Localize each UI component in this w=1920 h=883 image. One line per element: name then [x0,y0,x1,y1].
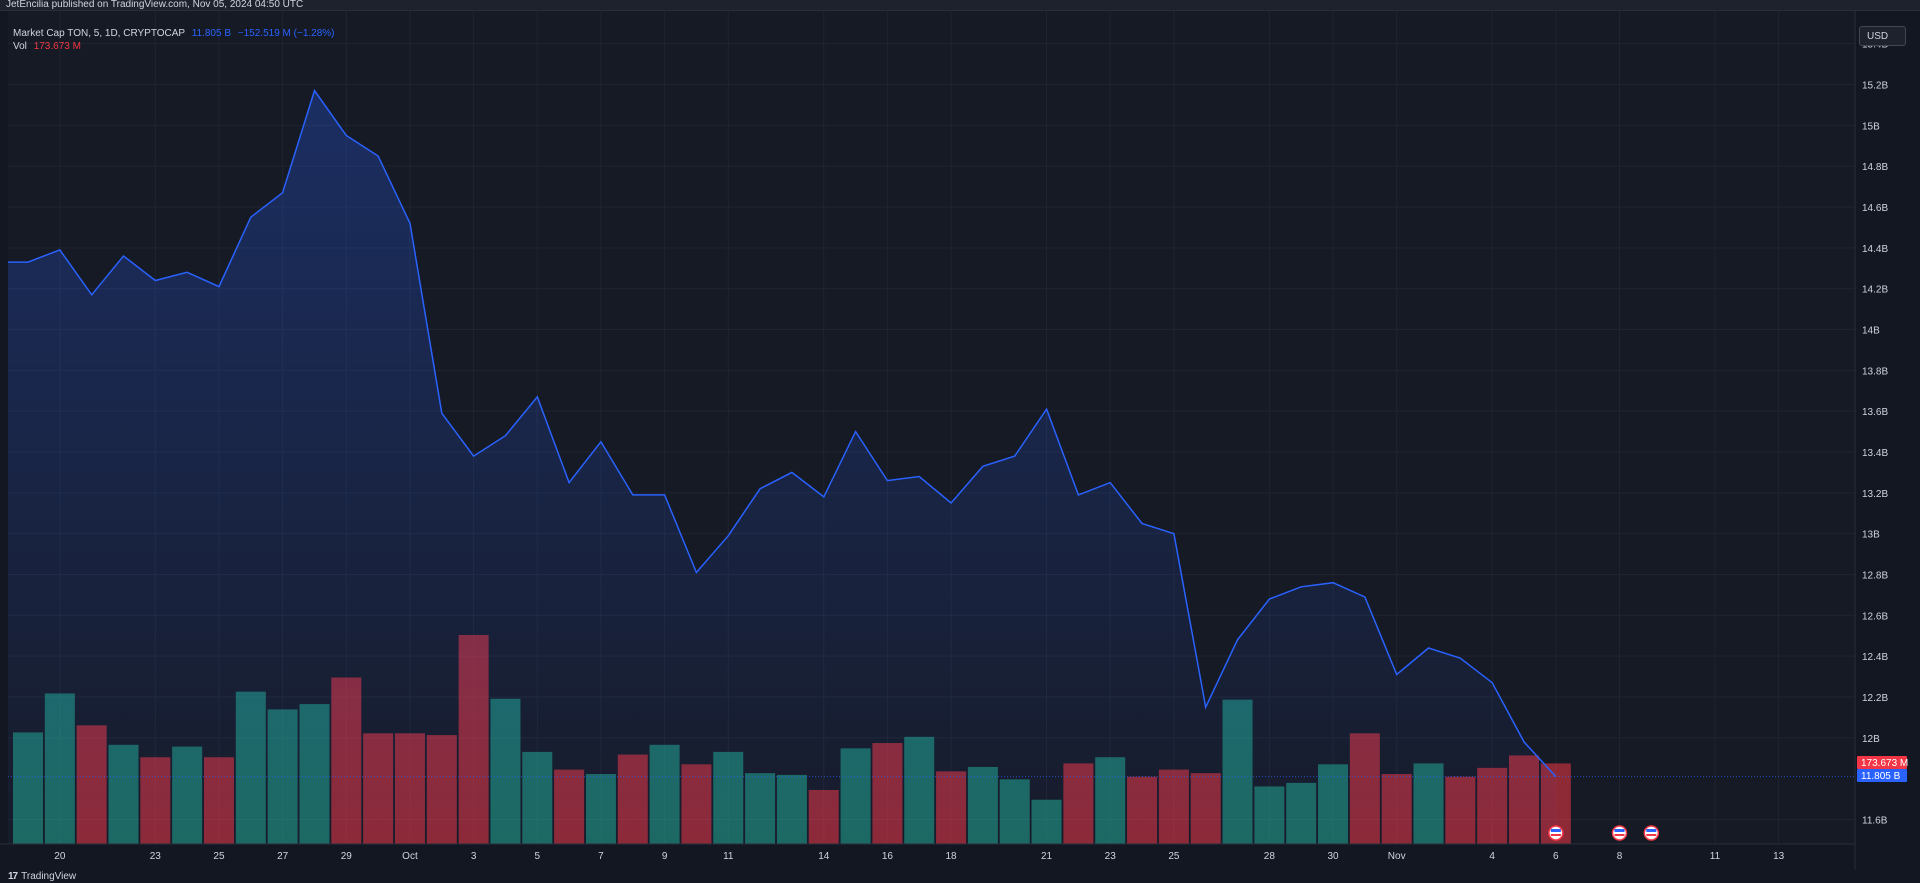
event-marker-canton [1646,829,1657,832]
price-scale-tick-label: 12.2B [1862,693,1888,704]
time-scale-tick-label: 9 [662,851,668,862]
tradingview-logo-icon: 17 [8,871,18,882]
us-flag-event-icon [1611,825,1628,841]
time-scale-tick-label: 7 [598,851,604,862]
price-scale-tick-label: 13.4B [1862,448,1888,459]
time-scale-tick-label: 28 [1264,851,1276,862]
time-scale-tick-label: 25 [213,851,225,862]
time-scale-tick-label: 13 [1773,851,1785,862]
market-cap-line [8,88,1557,778]
tradingview-logo[interactable]: 17 TradingView [8,871,76,882]
time-scale-tick-label: 21 [1041,851,1053,862]
event-marker-stripe [1550,834,1561,836]
currency-button[interactable]: USD [1859,26,1906,46]
time-scale-tick-label: 23 [150,851,162,862]
event-marker-ring [1548,825,1564,841]
price-scale-tick-label: 13B [1862,530,1880,541]
price-scale-tick-label: 12.4B [1862,652,1888,663]
time-scale-tick-label: 20 [54,851,66,862]
publisher-bar: JetEncilia published on TradingView.com,… [0,0,1920,11]
time-scale-tick-label: 4 [1489,851,1495,862]
price-scale-tick-label: 15.2B [1862,81,1888,92]
time-scale-tick-label: 30 [1327,851,1339,862]
volume-value: 173.673 M [33,41,81,52]
price-scale-tick-label: 14.6B [1862,203,1888,214]
time-scale-tick-label: 6 [1553,851,1559,862]
volume-title[interactable]: Vol [13,41,27,52]
time-scale-tick-label: 16 [882,851,894,862]
time-scale[interactable]: 20 23 25 27 29 Oct 3 5 7 9 11 14 16 18 21 23 25 28 30 Nov 4 6… [54,851,1784,862]
price-scale-tick-label: 13.2B [1862,489,1888,500]
price-scale-tick-label: 12.8B [1862,571,1888,582]
tradingview-brand: TradingView [21,871,77,882]
last-volume-tag [1857,756,1907,769]
last-price-tag [1857,769,1907,782]
time-scale-background [0,844,1855,870]
price-scale-background [1855,11,1920,870]
price-scale-tick-label: 14B [1862,326,1880,337]
time-scale-tick-label: 14 [818,851,830,862]
time-scale-tick-label: 8 [1617,851,1623,862]
price-scale-tick-label: 13.8B [1862,366,1888,377]
last-price-label: 11.805 B [1861,771,1901,782]
price-scale-tick-label: 12.6B [1862,611,1888,622]
footer: 17 TradingView [0,870,1920,883]
us-flag-event-icon [1643,825,1660,841]
time-scale-tick-label: 25 [1168,851,1180,862]
event-marker-stripe [1614,834,1625,836]
chart-canvas[interactable]: 15.4B15.2B15B14.8B14.6B14.4B14.2B14B13.8… [0,11,1920,870]
price-scale-tick-label: 11.6B [1862,816,1888,827]
market-cap-area [8,90,1556,845]
series-legend[interactable]: Market Cap TON, 5, 1D, CRYPTOCAP 11.805 … [13,28,335,39]
price-scale-tick-label: 14.8B [1862,162,1888,173]
time-scale-tick-label: 11 [723,851,734,862]
volume-legend[interactable]: Vol 173.673 M [13,41,81,52]
event-marker-stripe [1646,834,1657,836]
time-scale-tick-label: 23 [1105,851,1117,862]
time-scale-tick-label: 3 [471,851,477,862]
time-scale-tick-label: 27 [277,851,289,862]
price-scale-tick-label: 12B [1862,734,1880,745]
time-scale-tick-label: Nov [1388,851,1406,862]
event-marker-canton [1550,829,1561,832]
time-scale-tick-label: Oct [402,851,418,862]
us-flag-event-icon [1548,825,1564,841]
event-marker-canton [1614,829,1625,832]
time-scale-tick-label: 5 [534,851,540,862]
last-volume-label: 173.673 M [1861,758,1908,769]
price-scale-tick-label: 13.6B [1862,407,1888,418]
event-marker-ring [1643,825,1660,841]
price-scale-tick-label: 15B [1862,121,1880,132]
time-scale-tick-label: 18 [946,851,958,862]
publisher-text: JetEncilia published on TradingView.com,… [6,0,304,10]
event-markers [1548,825,1660,841]
symbol-title[interactable]: Market Cap TON, 5, 1D, CRYPTOCAP [13,28,185,39]
chart-frame[interactable]: 15.4B15.2B15B14.8B14.6B14.4B14.2B14B13.8… [0,11,1920,870]
change-value: −152.519 M (−1.28%) [237,28,335,39]
price-scale-tick-label: 14.4B [1862,244,1888,255]
event-marker-ring [1611,825,1628,841]
time-scale-tick-label: 29 [341,851,353,862]
time-scale-tick-label: 11 [1710,851,1721,862]
last-value: 11.805 B [191,28,231,39]
price-scale-tick-label: 14.2B [1862,285,1888,296]
